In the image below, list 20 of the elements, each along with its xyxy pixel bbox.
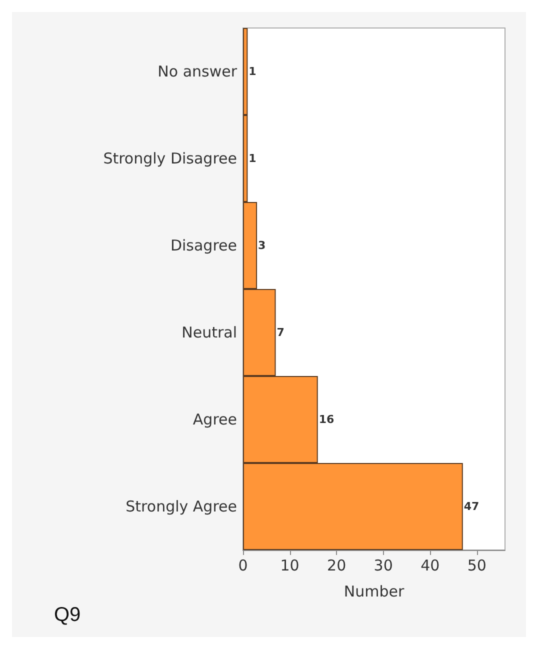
- x-tick-label: 30: [374, 556, 393, 574]
- y-tick-label: No answer: [158, 62, 238, 80]
- data-label: 7: [276, 326, 284, 339]
- data-label: 1: [248, 65, 256, 78]
- data-label: 47: [464, 500, 480, 513]
- x-tick-label: 50: [467, 556, 486, 574]
- x-tick-label: 40: [420, 556, 440, 574]
- y-tick-label: Strongly Agree: [126, 498, 237, 516]
- x-tick-label: 0: [238, 556, 248, 574]
- data-label: 1: [248, 152, 256, 165]
- x-tick-label: 10: [280, 556, 300, 574]
- y-tick-label: Disagree: [170, 236, 237, 254]
- data-label: 16: [318, 413, 335, 426]
- y-tick-label: Neutral: [182, 324, 237, 342]
- y-tick-label: Strongly Disagree: [103, 150, 237, 168]
- y-tick-label: Agree: [192, 410, 237, 428]
- x-axis-title: Number: [344, 582, 405, 600]
- text: Q9: [54, 604, 81, 626]
- x-tick-label: 20: [327, 556, 346, 574]
- data-label: 3: [258, 239, 266, 252]
